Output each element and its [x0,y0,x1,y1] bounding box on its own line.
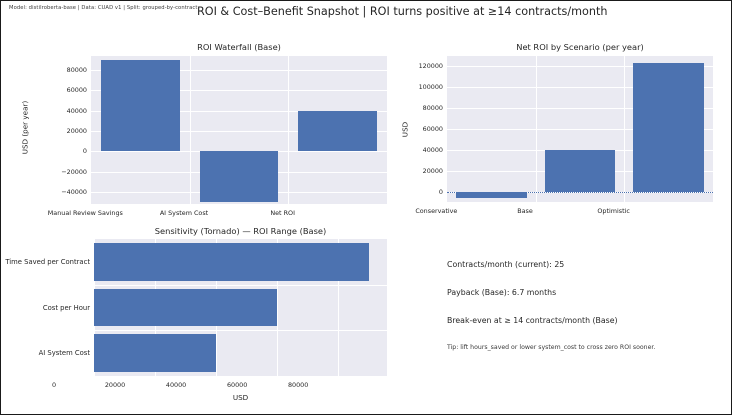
chart-title-sensitivity-tornado: Sensitivity (Tornado) — ROI Range (Base) [154,226,327,236]
meta-caption: Model: distilroberta-base | Data: CUAD v… [9,5,198,11]
bar-2 [298,110,378,152]
zero-line [447,192,713,194]
x-tick-label: 40000 [165,381,187,389]
gridline-horizontal [91,70,387,72]
x-tick-label: Manual Review Savings [47,209,123,217]
summary-contracts-per-month: Contracts/month (current): 25 [447,260,565,269]
gridline-horizontal [447,107,713,109]
bar-0 [94,243,369,281]
gridline-horizontal [94,330,387,332]
y-tick-label: 0 [82,147,87,156]
gridline-horizontal [91,90,387,92]
y-tick-label: 20000 [66,127,87,135]
x-tick-label: AI System Cost [159,209,209,217]
summary-panel: Contracts/month (current): 25 Payback (B… [447,246,723,386]
gridline-horizontal [447,86,713,88]
y-tick-label: Cost per Hour [42,303,90,312]
y-tick-label: AI System Cost [38,349,90,358]
gridline-horizontal [447,65,713,67]
y-tick-label: 40000 [66,106,87,115]
summary-break-even: Break-even at ≥ 14 contracts/month (Base… [447,316,618,325]
y-axis-label-scenario: USD [400,121,410,138]
bar-2 [94,334,217,372]
x-tick-label: 80000 [287,381,309,389]
x-tick-label: Base [517,207,533,215]
y-tick-label: 60000 [422,125,443,133]
y-tick-label: 20000 [422,167,443,176]
y-tick-label: 120000 [418,61,443,70]
bar-1 [94,288,278,327]
y-tick-label: −20000 [61,167,87,176]
y-tick-label: 0 [438,188,443,197]
x-tick-label: 60000 [226,381,248,389]
figure-title: ROI & Cost–Benefit Snapshot | ROI turns … [197,5,608,18]
chart-net-roi-by-scenario [447,56,713,202]
summary-payback: Payback (Base): 6.7 months [447,288,557,297]
x-axis-label-tornado: USD [232,393,249,402]
bar-1 [199,151,279,202]
y-axis-label-waterfall: USD (per year) [20,100,30,155]
gridline-vertical [624,56,626,202]
gridline-vertical [338,239,340,376]
gridline-horizontal [94,284,387,286]
x-tick-label: 0 [51,381,57,389]
x-tick-label: 20000 [104,381,126,389]
gridline-horizontal [91,131,387,132]
y-tick-label: 40000 [422,146,443,155]
bar-0 [455,192,527,198]
y-tick-label: 100000 [418,82,443,91]
y-tick-label: 60000 [66,86,87,95]
chart-title-net-roi-by-scenario: Net ROI by Scenario (per year) [516,42,644,52]
bar-0 [100,60,180,152]
y-tick-label: Time Saved per Contract [5,257,90,266]
y-tick-label: 80000 [422,103,443,112]
summary-tip: Tip: lift hours_saved or lower system_co… [447,344,656,351]
chart-title-roi-waterfall: ROI Waterfall (Base) [197,42,281,52]
x-tick-label: Net ROI [270,209,295,217]
gridline-horizontal [91,110,387,112]
gridline-vertical [288,56,290,204]
x-tick-label: Optimistic [597,207,630,215]
bar-2 [633,62,705,193]
y-tick-label: −40000 [61,187,87,196]
chart-roi-waterfall [91,56,387,204]
chart-sensitivity-tornado [94,239,387,376]
gridline-vertical [277,239,279,376]
y-tick-label: 80000 [66,66,87,75]
gridline-vertical [535,56,537,202]
bar-1 [544,150,616,193]
gridline-vertical [189,56,191,204]
x-tick-label: Conservative [415,207,458,215]
gridline-horizontal [447,129,713,130]
